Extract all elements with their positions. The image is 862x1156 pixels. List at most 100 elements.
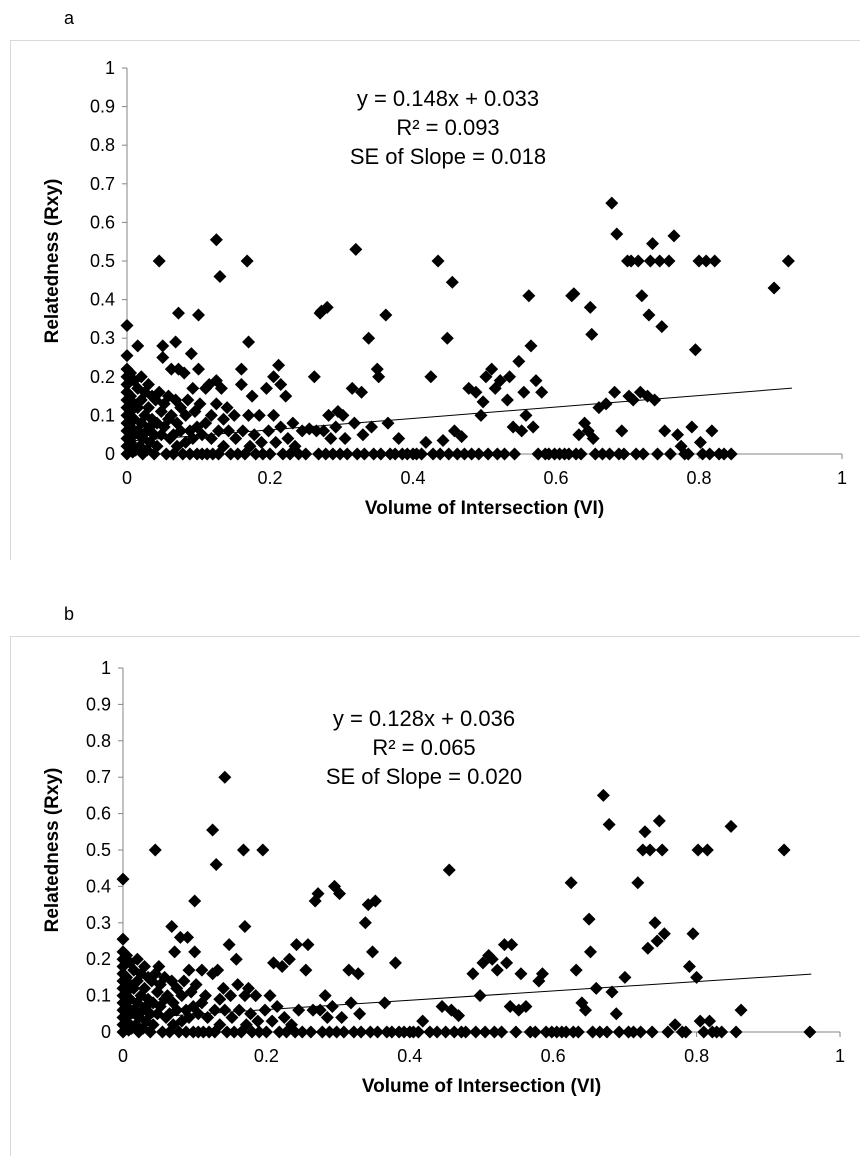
data-point: [450, 447, 464, 461]
x-tick-label: 0.4: [400, 468, 425, 488]
data-point: [320, 300, 334, 314]
data-point: [500, 956, 514, 970]
data-point: [330, 1025, 344, 1039]
data-point: [222, 424, 236, 438]
x-axis-title: Volume of Intersection (VI): [362, 1076, 601, 1097]
data-point: [663, 447, 677, 461]
data-point: [688, 343, 702, 357]
data-point: [239, 1018, 253, 1032]
trendline: [126, 387, 792, 442]
data-point: [175, 989, 189, 1003]
data-point: [158, 970, 172, 984]
data-point: [242, 335, 256, 349]
data-point: [209, 397, 223, 411]
data-point: [169, 335, 183, 349]
data-point: [329, 420, 343, 434]
chart-frame-a: [10, 40, 860, 560]
data-point: [245, 1025, 259, 1039]
data-point: [578, 1003, 592, 1017]
data-point: [605, 985, 619, 999]
data-point: [299, 447, 313, 461]
data-point: [444, 1003, 458, 1017]
data-point: [596, 788, 610, 802]
data-point: [509, 1025, 523, 1039]
data-point: [213, 269, 227, 283]
data-point: [671, 428, 685, 442]
data-point: [469, 385, 483, 399]
data-point: [138, 981, 152, 995]
data-point: [150, 439, 164, 453]
y-tick-label: 1: [101, 658, 111, 678]
data-point: [276, 447, 290, 461]
data-point: [495, 1025, 509, 1039]
data-point: [199, 416, 213, 430]
data-point: [724, 447, 738, 461]
data-point: [388, 956, 402, 970]
data-point: [485, 952, 499, 966]
data-point: [281, 432, 295, 446]
data-point: [311, 887, 325, 901]
y-tick-label: 0.3: [90, 328, 115, 348]
data-point: [354, 1025, 368, 1039]
y-tick-label: 0: [105, 444, 115, 464]
data-point: [423, 1025, 437, 1039]
x-tick-label: 0.6: [543, 468, 568, 488]
data-point: [227, 1025, 241, 1039]
data-point: [227, 408, 241, 422]
data-point: [244, 1007, 258, 1021]
data-point: [655, 843, 669, 857]
x-tick-label: 1: [837, 468, 847, 488]
data-point: [166, 1018, 180, 1032]
data-point: [171, 306, 185, 320]
data-point: [267, 408, 281, 422]
regression-annotation-line: R² = 0.093: [396, 115, 499, 140]
data-point: [781, 254, 795, 268]
data-point: [198, 989, 212, 1003]
data-point: [282, 952, 296, 966]
data-point: [600, 1025, 614, 1039]
data-point: [608, 385, 622, 399]
x-tick-label: 0.4: [397, 1046, 422, 1066]
data-point: [251, 1014, 265, 1028]
y-tick-label: 0.5: [86, 840, 111, 860]
x-tick-label: 0.8: [684, 1046, 709, 1066]
y-tick-label: 0.4: [90, 290, 115, 310]
data-point: [152, 959, 166, 973]
data-point: [368, 894, 382, 908]
data-point: [535, 967, 549, 981]
data-point: [308, 894, 322, 908]
data-point: [572, 428, 586, 442]
data-point: [357, 447, 371, 461]
data-point: [193, 397, 207, 411]
data-point: [165, 974, 179, 988]
data-point: [388, 447, 402, 461]
data-point: [479, 370, 493, 384]
data-point: [585, 327, 599, 341]
y-axis-title: Relatedness (Rxy): [42, 179, 63, 344]
data-point: [653, 254, 667, 268]
data-point: [217, 439, 231, 453]
data-point: [459, 1025, 473, 1039]
data-point: [259, 1025, 273, 1039]
data-point: [222, 938, 236, 952]
data-point: [431, 254, 445, 268]
data-point: [365, 420, 379, 434]
data-point: [381, 416, 395, 430]
data-point: [426, 447, 440, 461]
data-point: [697, 1025, 711, 1039]
data-point: [263, 989, 277, 1003]
data-point: [652, 814, 666, 828]
data-point: [206, 823, 220, 837]
data-point: [225, 1010, 239, 1024]
data-point: [159, 447, 173, 461]
data-point: [249, 989, 263, 1003]
regression-annotation-line: SE of Slope = 0.018: [350, 144, 546, 169]
data-point: [603, 447, 617, 461]
data-point: [682, 959, 696, 973]
data-point: [241, 981, 255, 995]
data-point: [177, 974, 191, 988]
data-point: [183, 447, 197, 461]
data-point: [173, 930, 187, 944]
data-point: [240, 254, 254, 268]
data-point: [378, 996, 392, 1010]
